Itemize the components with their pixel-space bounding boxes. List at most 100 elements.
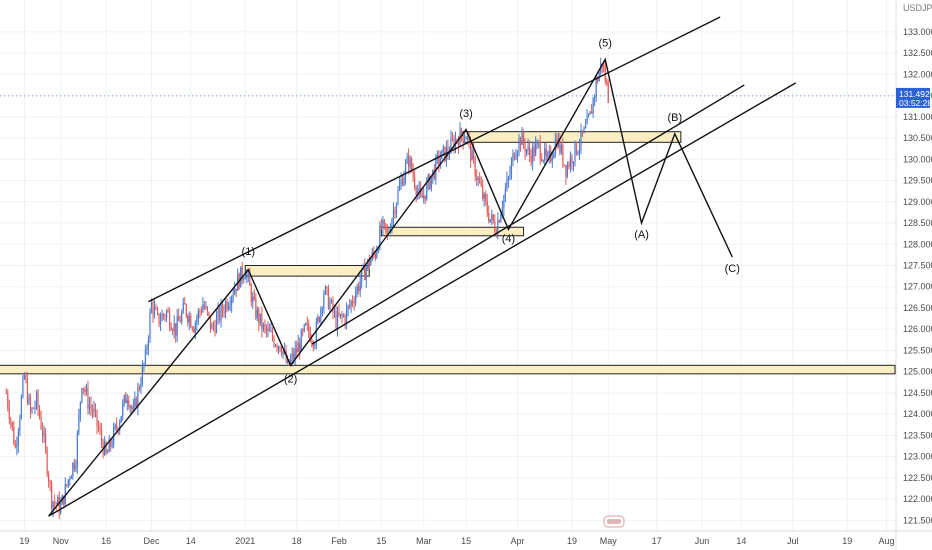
candle-body bbox=[194, 323, 196, 333]
candle-body bbox=[492, 214, 494, 222]
candle-body bbox=[88, 404, 91, 409]
candle-body bbox=[22, 378, 24, 397]
candle-body bbox=[503, 196, 505, 208]
candle-body bbox=[123, 395, 125, 404]
candle-body bbox=[553, 153, 555, 159]
price-tick-label: 128.000 bbox=[903, 239, 932, 249]
candle-body bbox=[202, 304, 204, 312]
candle-body bbox=[200, 311, 202, 313]
candle-body bbox=[485, 193, 487, 201]
candle-body bbox=[584, 124, 587, 128]
candle-body bbox=[327, 288, 330, 309]
candle-body bbox=[524, 144, 526, 153]
candle-body bbox=[75, 466, 77, 469]
candle-body bbox=[347, 305, 349, 309]
candle-body bbox=[321, 308, 323, 310]
candle-body bbox=[93, 408, 95, 413]
candle-body bbox=[577, 151, 579, 154]
candle-body bbox=[35, 392, 38, 407]
candle-body bbox=[270, 330, 272, 332]
candle-body bbox=[457, 140, 460, 147]
candle-body bbox=[559, 137, 561, 153]
candle-body bbox=[445, 147, 448, 162]
time-tick-label: 2021 bbox=[235, 536, 255, 546]
candle-body bbox=[218, 308, 221, 321]
time-tick-label: Dec bbox=[143, 536, 160, 546]
candle-body bbox=[57, 497, 59, 504]
candle-body bbox=[345, 308, 348, 324]
candle-body bbox=[463, 139, 466, 143]
candle-body bbox=[297, 342, 299, 353]
candle-body bbox=[103, 441, 106, 455]
watermark-logo bbox=[603, 515, 625, 528]
candle-body bbox=[126, 400, 128, 404]
candle-body bbox=[318, 317, 320, 322]
candle-body bbox=[529, 146, 531, 156]
candle-body bbox=[465, 137, 467, 140]
candle-body bbox=[170, 327, 172, 331]
candle-body bbox=[267, 328, 269, 331]
candle-body bbox=[120, 416, 122, 423]
candle-body bbox=[149, 312, 151, 339]
candle-body bbox=[424, 195, 426, 200]
time-tick-label: 15 bbox=[376, 536, 386, 546]
candle-body bbox=[417, 191, 419, 196]
candle-body bbox=[265, 326, 268, 331]
candle-body bbox=[530, 155, 532, 163]
time-tick-label: 19 bbox=[567, 536, 577, 546]
candle-body bbox=[164, 315, 166, 318]
candle-body bbox=[562, 144, 564, 165]
candle-body bbox=[536, 142, 538, 145]
wave-label: (A) bbox=[634, 229, 649, 241]
candle-body bbox=[175, 323, 177, 336]
candle-body bbox=[365, 268, 367, 281]
candle-body bbox=[439, 159, 441, 165]
candle-body bbox=[32, 408, 35, 410]
candle-body bbox=[400, 179, 402, 185]
candle-body bbox=[152, 301, 154, 315]
candle-body bbox=[392, 210, 395, 220]
candle-body bbox=[37, 392, 39, 409]
candle-body bbox=[409, 158, 411, 167]
candle-body bbox=[349, 305, 351, 307]
candle-body bbox=[25, 375, 27, 381]
candle-body bbox=[380, 224, 382, 228]
candle-body bbox=[111, 444, 113, 447]
candle-body bbox=[172, 330, 174, 332]
candle-body bbox=[542, 160, 544, 162]
candle-body bbox=[228, 305, 230, 309]
candle-body bbox=[374, 254, 376, 258]
time-axis[interactable]: 19 Nov 16 Dec 14 2021 18 Feb 15 Mar 15 Apr 19 May 17 Ju… bbox=[19, 536, 894, 546]
candle-body bbox=[421, 195, 423, 199]
inner-channel-line bbox=[311, 84, 745, 345]
candle-body bbox=[594, 95, 596, 99]
candle-body bbox=[212, 324, 215, 327]
candle-body bbox=[470, 140, 472, 161]
candle-body bbox=[179, 320, 181, 323]
candle-body bbox=[538, 141, 540, 143]
candle-body bbox=[31, 408, 33, 413]
candle-body bbox=[441, 149, 443, 160]
candle-body bbox=[29, 397, 32, 413]
candle-body bbox=[129, 406, 131, 408]
candle-body bbox=[217, 308, 219, 317]
candle-countdown: 03:52:28 bbox=[899, 98, 932, 108]
candle-body bbox=[382, 220, 384, 228]
candle-body bbox=[335, 311, 337, 329]
candle-body bbox=[379, 224, 381, 250]
candle-body bbox=[199, 311, 201, 313]
candle-body bbox=[436, 155, 438, 158]
candle-body bbox=[377, 249, 379, 252]
candle-body bbox=[533, 146, 535, 156]
candle-body bbox=[132, 406, 134, 410]
candle-body bbox=[153, 307, 156, 315]
candle-body bbox=[187, 315, 189, 323]
candle-body bbox=[338, 311, 340, 316]
candle-body bbox=[16, 444, 18, 448]
candle-body bbox=[370, 259, 372, 266]
candles bbox=[5, 57, 609, 519]
candle-body bbox=[309, 332, 311, 342]
candle-body bbox=[134, 398, 136, 407]
